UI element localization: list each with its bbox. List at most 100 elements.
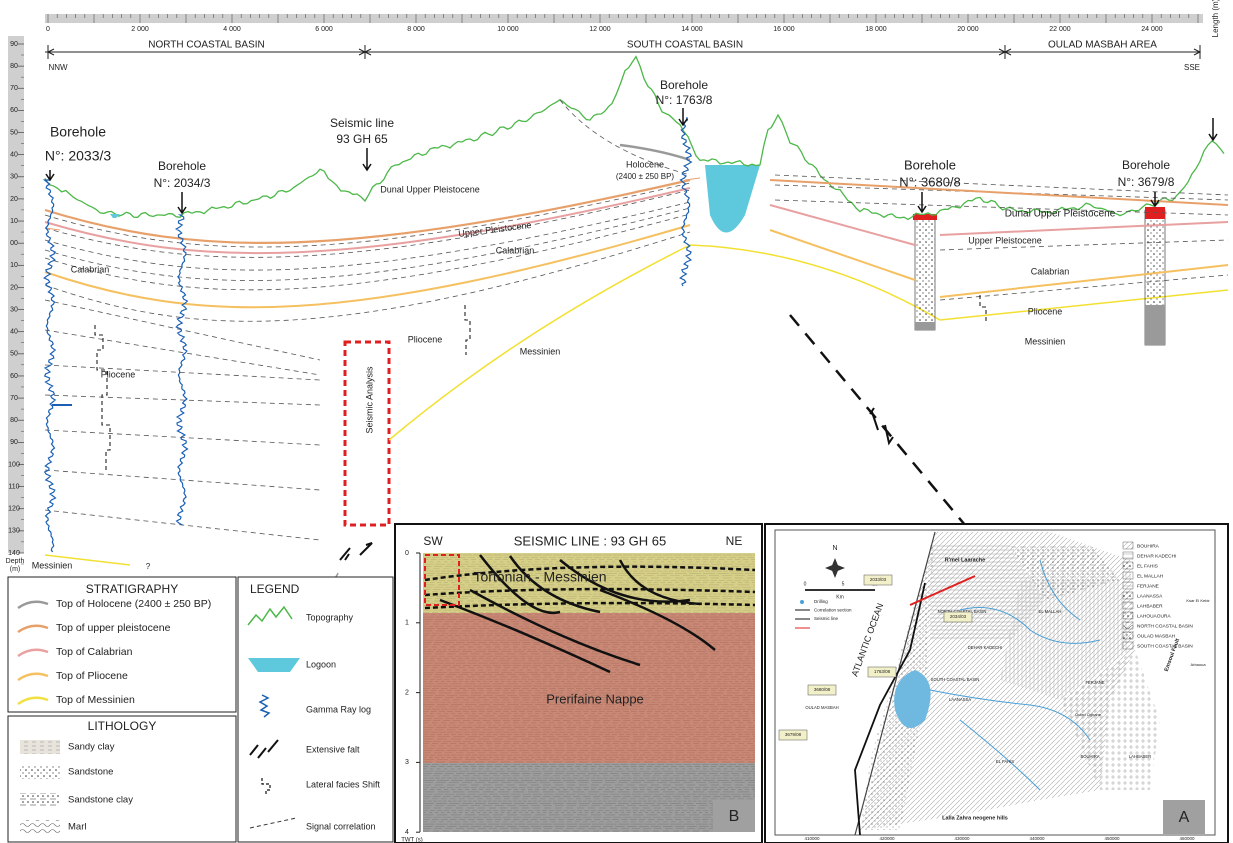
depth-axis-label: (m): [10, 566, 21, 573]
legend-item: Top of upper pleistocene: [56, 622, 171, 634]
unit-label: Tortonian - Messinien: [473, 569, 606, 585]
direction: NNW: [48, 63, 68, 72]
analysis-box: [424, 554, 460, 606]
map-tick: 420000: [879, 836, 895, 841]
legend-item: Extensive falt: [306, 744, 360, 754]
legend-item: Top of Holocene (2400 ± 250 BP): [56, 598, 211, 610]
top-calabrian: [44, 187, 691, 255]
zone-label: NORTH COASTAL BASIN: [148, 40, 265, 51]
drill-box: [807, 684, 837, 696]
legend-item: Topography: [306, 612, 354, 622]
correlation-line: [44, 213, 691, 291]
unit-swatch: [1122, 541, 1134, 550]
label: Ouled Ogbane: [1075, 712, 1102, 717]
map-tick: 430000: [954, 836, 970, 841]
depth-tick-label: 30: [10, 306, 18, 313]
arrow: [1150, 192, 1160, 208]
direction: SSE: [1184, 63, 1200, 72]
correlation-line: [44, 201, 691, 271]
legend-item: Sandstone clay: [68, 795, 133, 806]
panel-letter: B: [729, 808, 740, 825]
messinien-line: [388, 244, 691, 441]
label: Pliocene: [101, 369, 136, 379]
label: Calabrian: [71, 264, 110, 274]
depth-tick-label: 20: [10, 284, 18, 291]
gamma-log: [679, 117, 693, 287]
correlation-line: [774, 174, 1229, 196]
arrow: [177, 192, 187, 215]
legend-item: Top of Pliocene: [56, 670, 128, 682]
stratigraphy-swatch: [17, 624, 49, 634]
top-upper-pleistocene: [44, 178, 691, 244]
stratigraphy-swatch: [17, 672, 49, 682]
letter-box: [1163, 800, 1205, 834]
seismic-line-label: 93 GH 65: [336, 132, 388, 146]
borehole-number: N°: 3679/8: [1118, 175, 1175, 189]
depth-tick-label: 30: [10, 174, 18, 181]
depth-tick-label: 70: [10, 85, 18, 92]
correlation-line: [939, 239, 1229, 251]
drill-box: [943, 611, 973, 623]
map-key-symbol: [795, 609, 810, 620]
map-tick: 440000: [1029, 836, 1045, 841]
map-unit: OULAD MASBAH: [1137, 633, 1176, 639]
zone-label: SOUTH COASTAL BASIN: [627, 40, 743, 51]
depth-tick-label: 130: [8, 528, 20, 535]
length-ruler: [45, 14, 1203, 23]
label: Calabrian: [496, 245, 535, 255]
depth-axis-label: Depth: [6, 558, 25, 565]
depth-tick-label: 50: [10, 129, 18, 136]
seismic-axis-label: TWT (s): [401, 838, 423, 843]
arrow: [45, 170, 55, 182]
label: Messinien: [32, 560, 73, 570]
legend-item: Signal correlation: [306, 821, 376, 831]
legend-gamma: [258, 694, 271, 718]
legend-facies: [261, 778, 271, 796]
drill-label: 3679/08: [785, 732, 802, 737]
map-tick: 450000: [1104, 836, 1120, 841]
length-tick-label: 6 000: [315, 26, 333, 33]
length-axis-label: Length (m): [1211, 0, 1220, 37]
region-label: OULAD MASBAH: [805, 705, 838, 710]
unit-swatch: [1122, 641, 1134, 650]
seismic-line-label: Seismic line: [330, 116, 394, 130]
map-unit: NORTH COASTAL BASIN: [1137, 623, 1193, 629]
fault: [789, 314, 966, 526]
seismic-lower: [423, 763, 755, 832]
depth-tick-label: 70: [10, 395, 18, 402]
depth-tick-label: 110: [8, 483, 19, 490]
length-tick-label: 14 000: [681, 26, 703, 33]
label: N: [832, 545, 837, 552]
seismic-tick-label: 4: [405, 829, 409, 836]
depth-tick-label: 80: [10, 63, 18, 70]
correlation-line: [44, 207, 691, 281]
region-label: LAHBABER: [1129, 754, 1151, 759]
top-calabrian: [769, 204, 916, 246]
seismic-direction: SW: [423, 534, 443, 548]
correlation-line: [44, 231, 691, 322]
correlation-line: [44, 299, 321, 361]
seismic-tick-label: 1: [405, 620, 409, 627]
label: Dunal Upper Pleistocene: [1005, 209, 1116, 220]
map-key: Correlation section: [814, 608, 852, 613]
borehole-number: N°: 1763/8: [656, 93, 713, 107]
legend-item: Logoon: [306, 659, 336, 669]
stratigraphy-box: [7, 576, 237, 713]
depth-tick-label: 60: [10, 373, 18, 380]
seismic-line: [909, 575, 976, 606]
depth-tick-label: 50: [10, 351, 18, 358]
correlation-section: [854, 582, 926, 836]
map-unit: EL MALLAH: [1137, 573, 1164, 579]
map-tick: 410000: [804, 836, 820, 841]
borehole-title: Borehole: [660, 78, 708, 92]
depth-tick-label: 20: [10, 196, 18, 203]
depth-tick-label: 90: [10, 439, 18, 446]
borehole-title: Borehole: [158, 159, 206, 173]
facies-shift: [94, 325, 111, 470]
borehole-bottom: [915, 322, 935, 330]
facies-shift: [979, 295, 987, 322]
label: Ksar El Kebir: [1186, 598, 1210, 603]
drill-label: 1763/08: [874, 669, 891, 674]
map-unit: DEHAR KADECHI: [1137, 553, 1176, 559]
